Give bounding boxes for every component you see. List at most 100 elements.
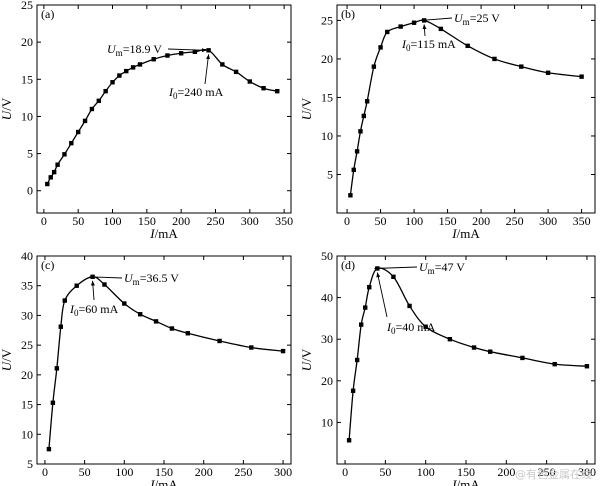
data-point bbox=[520, 355, 525, 361]
plot-frame bbox=[336, 4, 596, 214]
y-tick-label: 30 bbox=[321, 332, 333, 346]
x-tick-label: 100 bbox=[104, 214, 122, 228]
data-point bbox=[48, 175, 53, 180]
y-axis-label: U/V bbox=[0, 97, 14, 120]
data-point bbox=[407, 303, 412, 309]
y-tick-label: 5 bbox=[27, 457, 33, 471]
x-tick-label: 0 bbox=[344, 214, 350, 228]
data-point bbox=[364, 99, 370, 104]
data-point bbox=[247, 79, 253, 84]
series-curve bbox=[348, 267, 587, 441]
data-point bbox=[358, 129, 363, 134]
y-tick-label: 40 bbox=[21, 249, 33, 263]
peak-current-arrow bbox=[90, 280, 95, 301]
data-point bbox=[130, 65, 136, 70]
data-point bbox=[89, 106, 95, 112]
x-tick-label: 50 bbox=[72, 214, 84, 228]
y-tick-label: 30 bbox=[21, 308, 33, 322]
peak-voltage-annotation: Um=47 V bbox=[419, 260, 465, 276]
series-curve bbox=[46, 48, 278, 185]
y-tick-label: 5 bbox=[27, 147, 33, 161]
data-point bbox=[367, 285, 372, 290]
data-point bbox=[69, 140, 74, 146]
y-tick-label: 20 bbox=[321, 52, 333, 66]
data-point bbox=[261, 86, 266, 91]
x-axis-label: I/mA bbox=[149, 477, 178, 486]
data-point bbox=[124, 68, 129, 74]
data-point bbox=[75, 129, 81, 135]
x-tick-label: 300 bbox=[539, 214, 557, 228]
peak-voltage-arrow bbox=[89, 274, 123, 279]
data-point bbox=[492, 56, 497, 62]
x-tick-label: 300 bbox=[578, 465, 596, 479]
peak-current-arrow bbox=[376, 272, 388, 318]
peak-current-arrow bbox=[204, 54, 211, 85]
y-tick-label: 5 bbox=[327, 167, 333, 181]
x-axis-label: I/mA bbox=[451, 477, 480, 486]
data-point bbox=[46, 446, 52, 452]
data-point bbox=[137, 312, 143, 317]
x-tick-label: 300 bbox=[274, 465, 292, 479]
panel-label: (b) bbox=[341, 7, 355, 21]
y-tick-label: 20 bbox=[21, 368, 33, 382]
x-tick-label: 100 bbox=[115, 465, 133, 479]
x-tick-label: 200 bbox=[172, 214, 190, 228]
data-point bbox=[519, 64, 524, 69]
peak-voltage-annotation: Um=18.9 V bbox=[107, 42, 162, 58]
data-point bbox=[579, 74, 584, 79]
y-axis-label: U/V bbox=[299, 97, 314, 120]
data-point bbox=[137, 62, 143, 67]
x-tick-label: 150 bbox=[457, 465, 475, 479]
x-tick-label: 0 bbox=[42, 465, 48, 479]
y-tick-label: 25 bbox=[21, 338, 33, 352]
x-tick-label: 50 bbox=[379, 465, 391, 479]
data-point bbox=[411, 20, 417, 25]
y-tick-label: 25 bbox=[21, 0, 33, 12]
y-tick-label: 0 bbox=[27, 184, 33, 198]
data-point bbox=[391, 274, 396, 279]
data-point bbox=[354, 149, 360, 154]
plot-frame bbox=[36, 4, 292, 214]
data-point bbox=[371, 64, 377, 69]
y-axis-label: U/V bbox=[0, 348, 14, 371]
x-tick-label: 250 bbox=[234, 465, 252, 479]
x-tick-label: 200 bbox=[195, 465, 213, 479]
data-point bbox=[471, 345, 477, 350]
data-point bbox=[82, 118, 88, 124]
data-point bbox=[169, 326, 175, 331]
data-point bbox=[354, 357, 360, 363]
data-point bbox=[50, 400, 56, 405]
x-tick-label: 150 bbox=[138, 214, 156, 228]
peak-voltage-arrow bbox=[167, 48, 207, 53]
data-point bbox=[584, 364, 590, 369]
y-tick-label: 25 bbox=[321, 13, 333, 27]
data-point bbox=[153, 319, 159, 324]
panel-2: 0 50 100 150 200 250 300 350 5 10 15 20 25 I/mA U/V (b)… bbox=[299, 4, 596, 241]
panel-label: (d) bbox=[341, 258, 355, 272]
data-point bbox=[117, 73, 122, 78]
x-tick-label: 350 bbox=[573, 214, 591, 228]
data-point bbox=[58, 324, 64, 329]
y-tick-label: 40 bbox=[321, 291, 333, 305]
data-point bbox=[122, 301, 127, 306]
data-point bbox=[110, 80, 115, 85]
x-tick-label: 300 bbox=[241, 214, 259, 228]
y-tick-label: 10 bbox=[321, 415, 333, 429]
data-point bbox=[185, 331, 191, 336]
data-point bbox=[206, 48, 211, 53]
panel-4: 0 50 100 150 200 250 300 10 20 30 40 50 I/mA U/V (d) Um… bbox=[299, 249, 596, 486]
peak-current-annotation: I0=60 mA bbox=[69, 302, 119, 318]
data-point bbox=[378, 45, 383, 50]
data-point bbox=[102, 282, 107, 287]
data-point bbox=[45, 181, 50, 187]
y-tick-label: 10 bbox=[21, 427, 33, 441]
data-point bbox=[350, 388, 356, 393]
data-point bbox=[398, 24, 403, 29]
data-point bbox=[55, 162, 60, 167]
peak-current-annotation: I0=40 mA bbox=[386, 320, 436, 336]
panel-label: (a) bbox=[41, 7, 54, 21]
x-tick-label: 50 bbox=[375, 214, 387, 228]
x-tick-label: 250 bbox=[538, 465, 556, 479]
data-point bbox=[233, 69, 239, 75]
